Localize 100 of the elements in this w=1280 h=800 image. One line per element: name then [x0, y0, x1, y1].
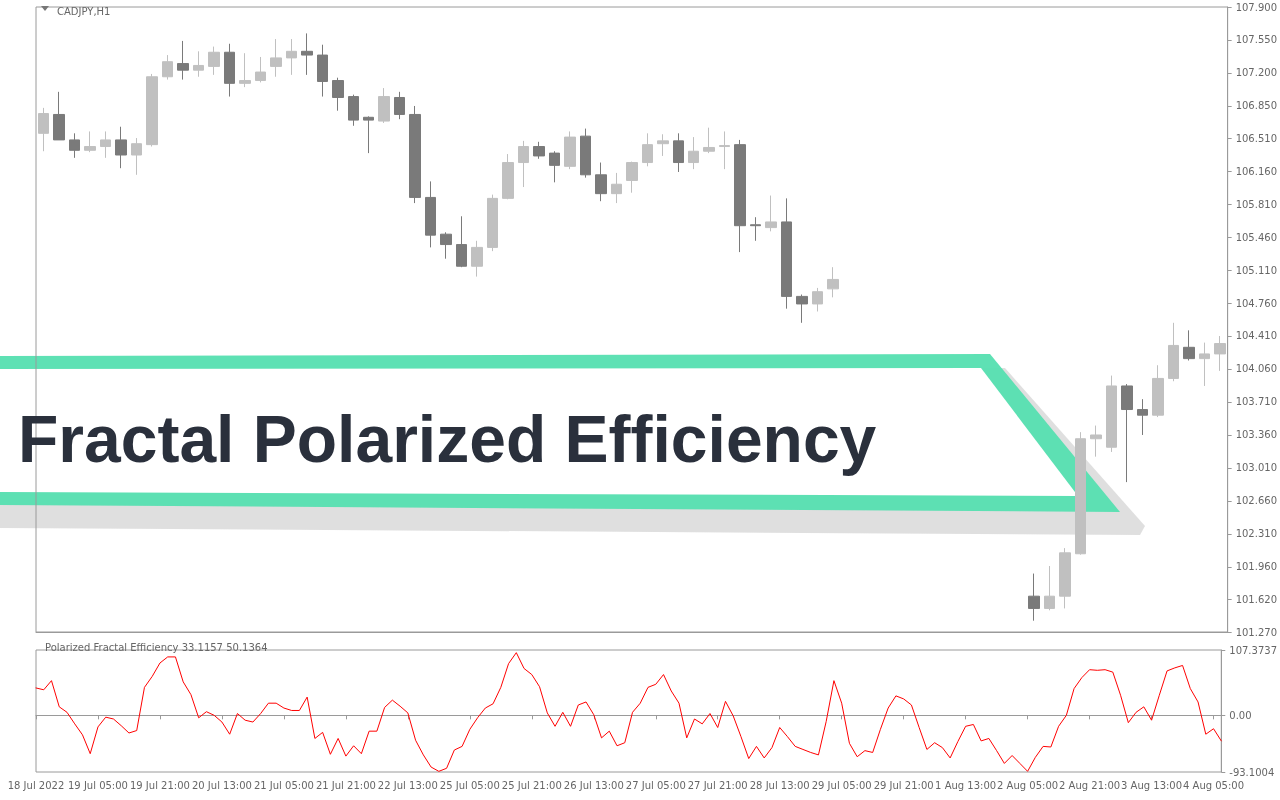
candlestick	[765, 195, 777, 232]
y-tick-label: -93.1004	[1229, 766, 1275, 778]
y-tick-label: 106.510	[1235, 132, 1278, 144]
candlestick	[734, 139, 746, 253]
y-tick-label: 102.310	[1235, 528, 1278, 540]
x-tick-label: 19 Jul 21:00	[129, 779, 190, 791]
y-tick-label: 101.270	[1235, 626, 1278, 638]
candlestick	[38, 107, 49, 152]
x-tick-label: 27 Jul 05:00	[625, 779, 686, 791]
candlestick	[69, 132, 80, 159]
y-tick-label: 107.550	[1235, 34, 1278, 46]
x-tick-label: 18 Jul 2022	[7, 779, 65, 791]
candlestick	[750, 216, 761, 242]
x-tick-label: 20 Jul 13:00	[191, 779, 252, 791]
candlestick	[440, 231, 452, 260]
candlestick	[193, 50, 204, 78]
x-tick-label: 26 Jul 13:00	[563, 779, 624, 791]
x-tick-label: 25 Jul 05:00	[439, 779, 500, 791]
x-tick-label: 29 Jul 05:00	[811, 779, 872, 791]
candlestick	[363, 115, 374, 154]
candlestick	[518, 140, 529, 188]
y-tick-label: 103.010	[1235, 462, 1278, 474]
candlestick	[177, 40, 189, 81]
y-tick-label: 106.850	[1235, 100, 1278, 112]
x-tick-label: 22 Jul 13:00	[377, 779, 438, 791]
candlestick	[580, 128, 591, 179]
x-tick-label: 29 Jul 21:00	[873, 779, 934, 791]
candlestick	[657, 133, 669, 157]
candlestick	[796, 294, 808, 324]
candlestick	[1137, 398, 1148, 436]
candlestick	[115, 126, 127, 169]
candlestick	[146, 73, 158, 148]
y-tick-label: 105.460	[1235, 231, 1278, 243]
candlestick	[564, 130, 576, 170]
candlestick	[781, 197, 792, 310]
candlestick	[394, 91, 405, 120]
candlestick	[1152, 364, 1164, 418]
candlestick	[425, 180, 436, 248]
candlestick	[673, 132, 684, 173]
x-tick-label: 21 Jul 21:00	[315, 779, 376, 791]
y-tick-label: 104.060	[1235, 363, 1278, 375]
y-tick-label: 107.900	[1235, 1, 1278, 13]
x-tick-label: 27 Jul 21:00	[687, 779, 748, 791]
y-tick-label: 105.110	[1235, 264, 1278, 276]
candlestick	[208, 46, 220, 76]
y-tick-label: 103.710	[1235, 396, 1278, 408]
annotation: Fractal Polarized Efficiency	[18, 402, 877, 476]
x-tick-label: 28 Jul 13:00	[749, 779, 810, 791]
candlestick	[1090, 425, 1102, 458]
x-tick-label: 25 Jul 21:00	[501, 779, 562, 791]
candlestick	[1214, 335, 1226, 372]
y-tick-label: 101.620	[1235, 593, 1278, 605]
candlestick	[812, 287, 823, 312]
candlestick	[688, 136, 699, 170]
candlestick	[533, 141, 545, 160]
y-tick-label: 104.410	[1235, 330, 1278, 342]
x-tick-label: 4 Aug 05:00	[1183, 779, 1245, 791]
candlestick	[270, 38, 282, 78]
y-tick-label: 103.360	[1235, 429, 1278, 441]
candlestick	[703, 127, 715, 154]
candlestick	[239, 52, 251, 88]
candlestick	[549, 150, 560, 183]
candlestick	[502, 153, 514, 200]
y-tick-label: 101.960	[1235, 561, 1278, 573]
candlestick	[1059, 547, 1071, 609]
candlestick	[1106, 375, 1117, 453]
candlestick	[642, 132, 653, 167]
y-tick-label: 0.00	[1229, 709, 1252, 721]
candlestick	[348, 94, 359, 127]
candlestick	[317, 44, 328, 98]
candlestick	[626, 161, 638, 194]
candlestick	[456, 215, 467, 268]
x-tick-label: 2 Aug 21:00	[1059, 779, 1121, 791]
x-tick-label: 1 Aug 13:00	[935, 779, 997, 791]
candlestick	[332, 77, 344, 112]
candlestick	[595, 162, 607, 202]
candlestick	[487, 194, 498, 252]
candlestick	[286, 38, 297, 76]
candlestick	[1168, 322, 1179, 382]
candlestick	[53, 91, 65, 141]
y-tick-label: 105.810	[1235, 198, 1278, 210]
x-tick-label: 19 Jul 05:00	[67, 779, 128, 791]
candlestick	[611, 172, 622, 204]
candlestick	[1044, 565, 1055, 611]
candlestick	[1121, 383, 1133, 483]
y-tick-label: 104.760	[1235, 297, 1278, 309]
candlestick	[301, 32, 313, 76]
line-series	[35, 652, 1222, 772]
candlestick	[1075, 431, 1086, 556]
y-tick-label: 106.160	[1235, 165, 1278, 177]
candlestick	[1199, 342, 1210, 387]
candlestick	[84, 130, 96, 153]
candlestick	[224, 43, 235, 98]
y-tick-label: 107.3737	[1229, 644, 1277, 656]
candlestick	[378, 87, 390, 124]
candlestick	[162, 54, 173, 81]
chart-title: Polarized Fractal Efficiency 33.1157 50.1364	[45, 641, 268, 653]
candlestick	[719, 130, 730, 170]
candlestick	[827, 266, 839, 298]
x-tick-label: 2 Aug 05:00	[997, 779, 1059, 791]
